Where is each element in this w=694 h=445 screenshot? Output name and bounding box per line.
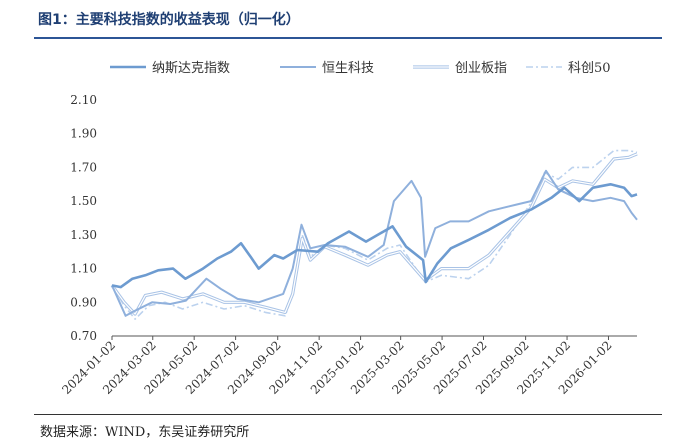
source-note: 数据来源：WIND，东吴证券研究所 bbox=[40, 425, 250, 440]
legend-item-3: 创业板指 bbox=[413, 61, 507, 76]
y-tick-label: 1.30 bbox=[70, 228, 97, 242]
y-tick-label: 0.70 bbox=[70, 329, 97, 343]
legend-item-4: 科创50 bbox=[526, 61, 611, 76]
x-axis: 2024-01-022024-03-022024-05-022024-07-02… bbox=[59, 335, 637, 397]
y-tick-label: 2.10 bbox=[70, 93, 97, 107]
y-tick-label: 1.90 bbox=[70, 127, 97, 141]
figure-title: 图1：主要科技指数的收益表现（归一化） bbox=[38, 12, 300, 28]
legend-label: 恒生科技 bbox=[322, 61, 374, 76]
series-line-inner bbox=[111, 153, 638, 315]
legend: 纳斯达克指数 恒生科技 创业板指 科创50 bbox=[110, 61, 611, 76]
legend-label: 创业板指 bbox=[455, 61, 507, 76]
title-rule bbox=[34, 37, 662, 39]
series-4-line bbox=[111, 149, 638, 320]
y-tick-label: 1.70 bbox=[70, 160, 97, 174]
y-axis: 2.10 1.90 1.70 1.50 1.30 1.10 0.90 0.70 bbox=[70, 93, 97, 343]
series-line-outer bbox=[110, 152, 638, 316]
legend-label: 科创50 bbox=[568, 61, 611, 76]
chart: 纳斯达克指数 恒生科技 创业板指 科创50 2.10 1.90 1.70 1.50 1.30 1… bbox=[59, 61, 638, 397]
y-tick-label: 1.10 bbox=[70, 262, 97, 276]
legend-label: 纳斯达克指数 bbox=[152, 61, 230, 76]
series-1-line bbox=[111, 183, 638, 289]
series-line-path bbox=[111, 149, 638, 320]
y-tick-label: 0.90 bbox=[70, 295, 97, 309]
y-tick-label: 1.50 bbox=[70, 194, 97, 208]
legend-item-1: 纳斯达克指数 bbox=[110, 61, 230, 76]
series-3-line bbox=[110, 152, 638, 316]
source-rule bbox=[34, 414, 662, 415]
plot-area bbox=[110, 149, 638, 320]
legend-item-2: 恒生科技 bbox=[280, 61, 374, 76]
series-line-path bbox=[111, 183, 638, 289]
